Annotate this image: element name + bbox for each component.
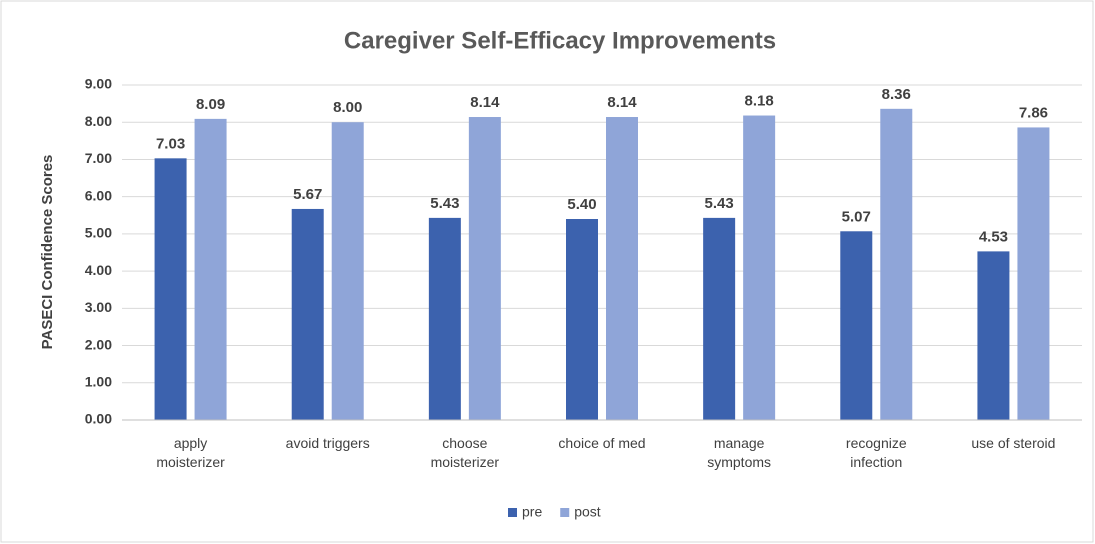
bar <box>606 117 638 420</box>
y-axis-label: PASECI Confidence Scores <box>39 155 56 350</box>
y-tick-label: 1.00 <box>85 373 112 389</box>
data-label: 5.67 <box>293 186 322 203</box>
y-tick-label: 7.00 <box>85 150 112 166</box>
y-tick-label: 0.00 <box>85 411 112 427</box>
data-label: 8.00 <box>333 99 362 116</box>
bar <box>566 219 598 420</box>
y-tick-label: 6.00 <box>85 187 112 203</box>
y-tick-label: 5.00 <box>85 225 112 241</box>
x-tick-label: manage symptoms <box>707 435 772 470</box>
bar <box>743 115 776 421</box>
bar <box>1017 127 1050 420</box>
bar <box>154 158 187 421</box>
bar <box>468 117 501 420</box>
data-label: 4.53 <box>979 228 1008 245</box>
bar <box>880 108 913 421</box>
chart-title: Caregiver Self-Efficacy Improvements <box>344 27 776 54</box>
y-tick-label: 9.00 <box>85 76 112 92</box>
data-label: 5.43 <box>430 195 459 212</box>
x-tick-label: avoid triggers <box>285 435 370 451</box>
legend-label: post <box>574 504 601 520</box>
bar <box>703 217 736 420</box>
x-tick-label: recognize infection <box>845 435 907 470</box>
legend-label: pre <box>522 504 542 520</box>
x-tick-label: use of steroid <box>971 435 1056 451</box>
data-label: 8.14 <box>470 94 500 111</box>
bar <box>194 118 227 420</box>
bar <box>840 231 873 420</box>
bar <box>428 217 461 420</box>
data-label: 5.07 <box>842 208 871 225</box>
legend-swatch <box>508 508 517 517</box>
data-label: 8.36 <box>882 86 911 103</box>
y-tick-label: 2.00 <box>85 336 112 352</box>
data-label: 7.03 <box>156 135 185 152</box>
data-label: 7.86 <box>1019 104 1048 121</box>
legend-swatch <box>560 508 570 517</box>
data-label: 8.14 <box>607 94 637 111</box>
x-tick-label: choose moisterizer <box>430 435 500 470</box>
bar <box>291 208 324 420</box>
y-tick-label: 3.00 <box>85 299 112 315</box>
data-label: 8.18 <box>745 92 774 109</box>
y-tick-label: 8.00 <box>85 113 112 129</box>
x-tick-label: choice of med <box>558 435 646 451</box>
data-label: 5.43 <box>705 195 734 212</box>
y-tick-label: 4.00 <box>85 262 112 278</box>
data-label: 8.09 <box>196 96 225 113</box>
data-label: 5.40 <box>567 196 596 213</box>
bar <box>331 122 364 420</box>
bar <box>977 251 1010 420</box>
x-tick-label: apply moisterizer <box>156 435 225 470</box>
